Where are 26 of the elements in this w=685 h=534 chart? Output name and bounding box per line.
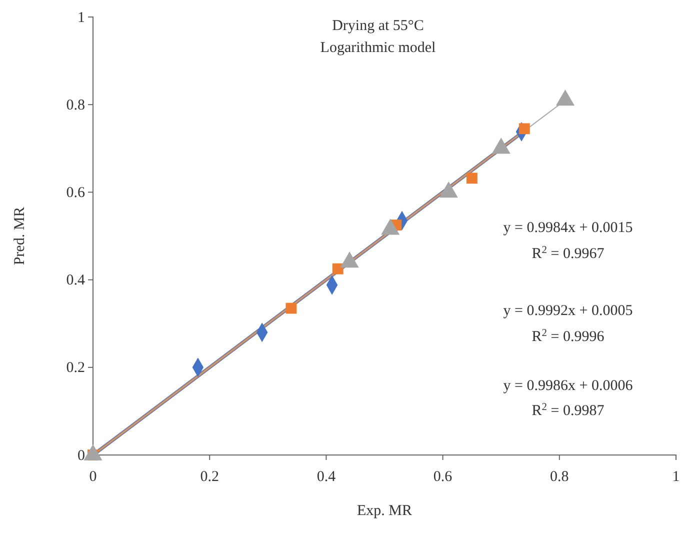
x-axis-title: Exp. MR <box>356 503 412 519</box>
annotation: R$^{2}$ = 0.9987 <box>532 402 605 419</box>
y-tick-label: 0.2 <box>66 360 85 376</box>
y-axis-title: Pred. MR <box>12 206 28 266</box>
point <box>466 172 478 184</box>
x-tick-label: 0.2 <box>200 469 219 485</box>
y-tick-label: 0 <box>78 448 85 464</box>
x-tick-label: 0.4 <box>316 469 336 485</box>
y-tick-label: 0.6 <box>66 185 86 201</box>
x-tick-label: 1 <box>672 469 680 485</box>
y-tick-label: 0.4 <box>66 272 86 289</box>
point <box>286 302 297 314</box>
y-tick-label: 0.8 <box>66 97 85 114</box>
x-tick-label: 0 <box>89 469 97 485</box>
annotation: R$^{2}$ = 0.9967 <box>532 244 605 262</box>
point <box>332 263 344 274</box>
annotation: y = 0.9984x + 0.0015 <box>503 220 633 236</box>
chart-title: Drying at 55°C <box>332 18 424 34</box>
y-tick-label: 1 <box>78 10 85 26</box>
x-tick-label: 0.6 <box>433 469 453 485</box>
annotation: y = 0.9986x + 0.0006 <box>503 378 634 394</box>
x-tick-label: 0.8 <box>550 469 569 485</box>
annotation: y = 0.9992x + 0.0005 <box>503 303 633 319</box>
annotation: R$^{2}$ = 0.9996 <box>532 328 605 345</box>
text: Logarithmic model <box>320 40 436 56</box>
point <box>518 123 530 134</box>
